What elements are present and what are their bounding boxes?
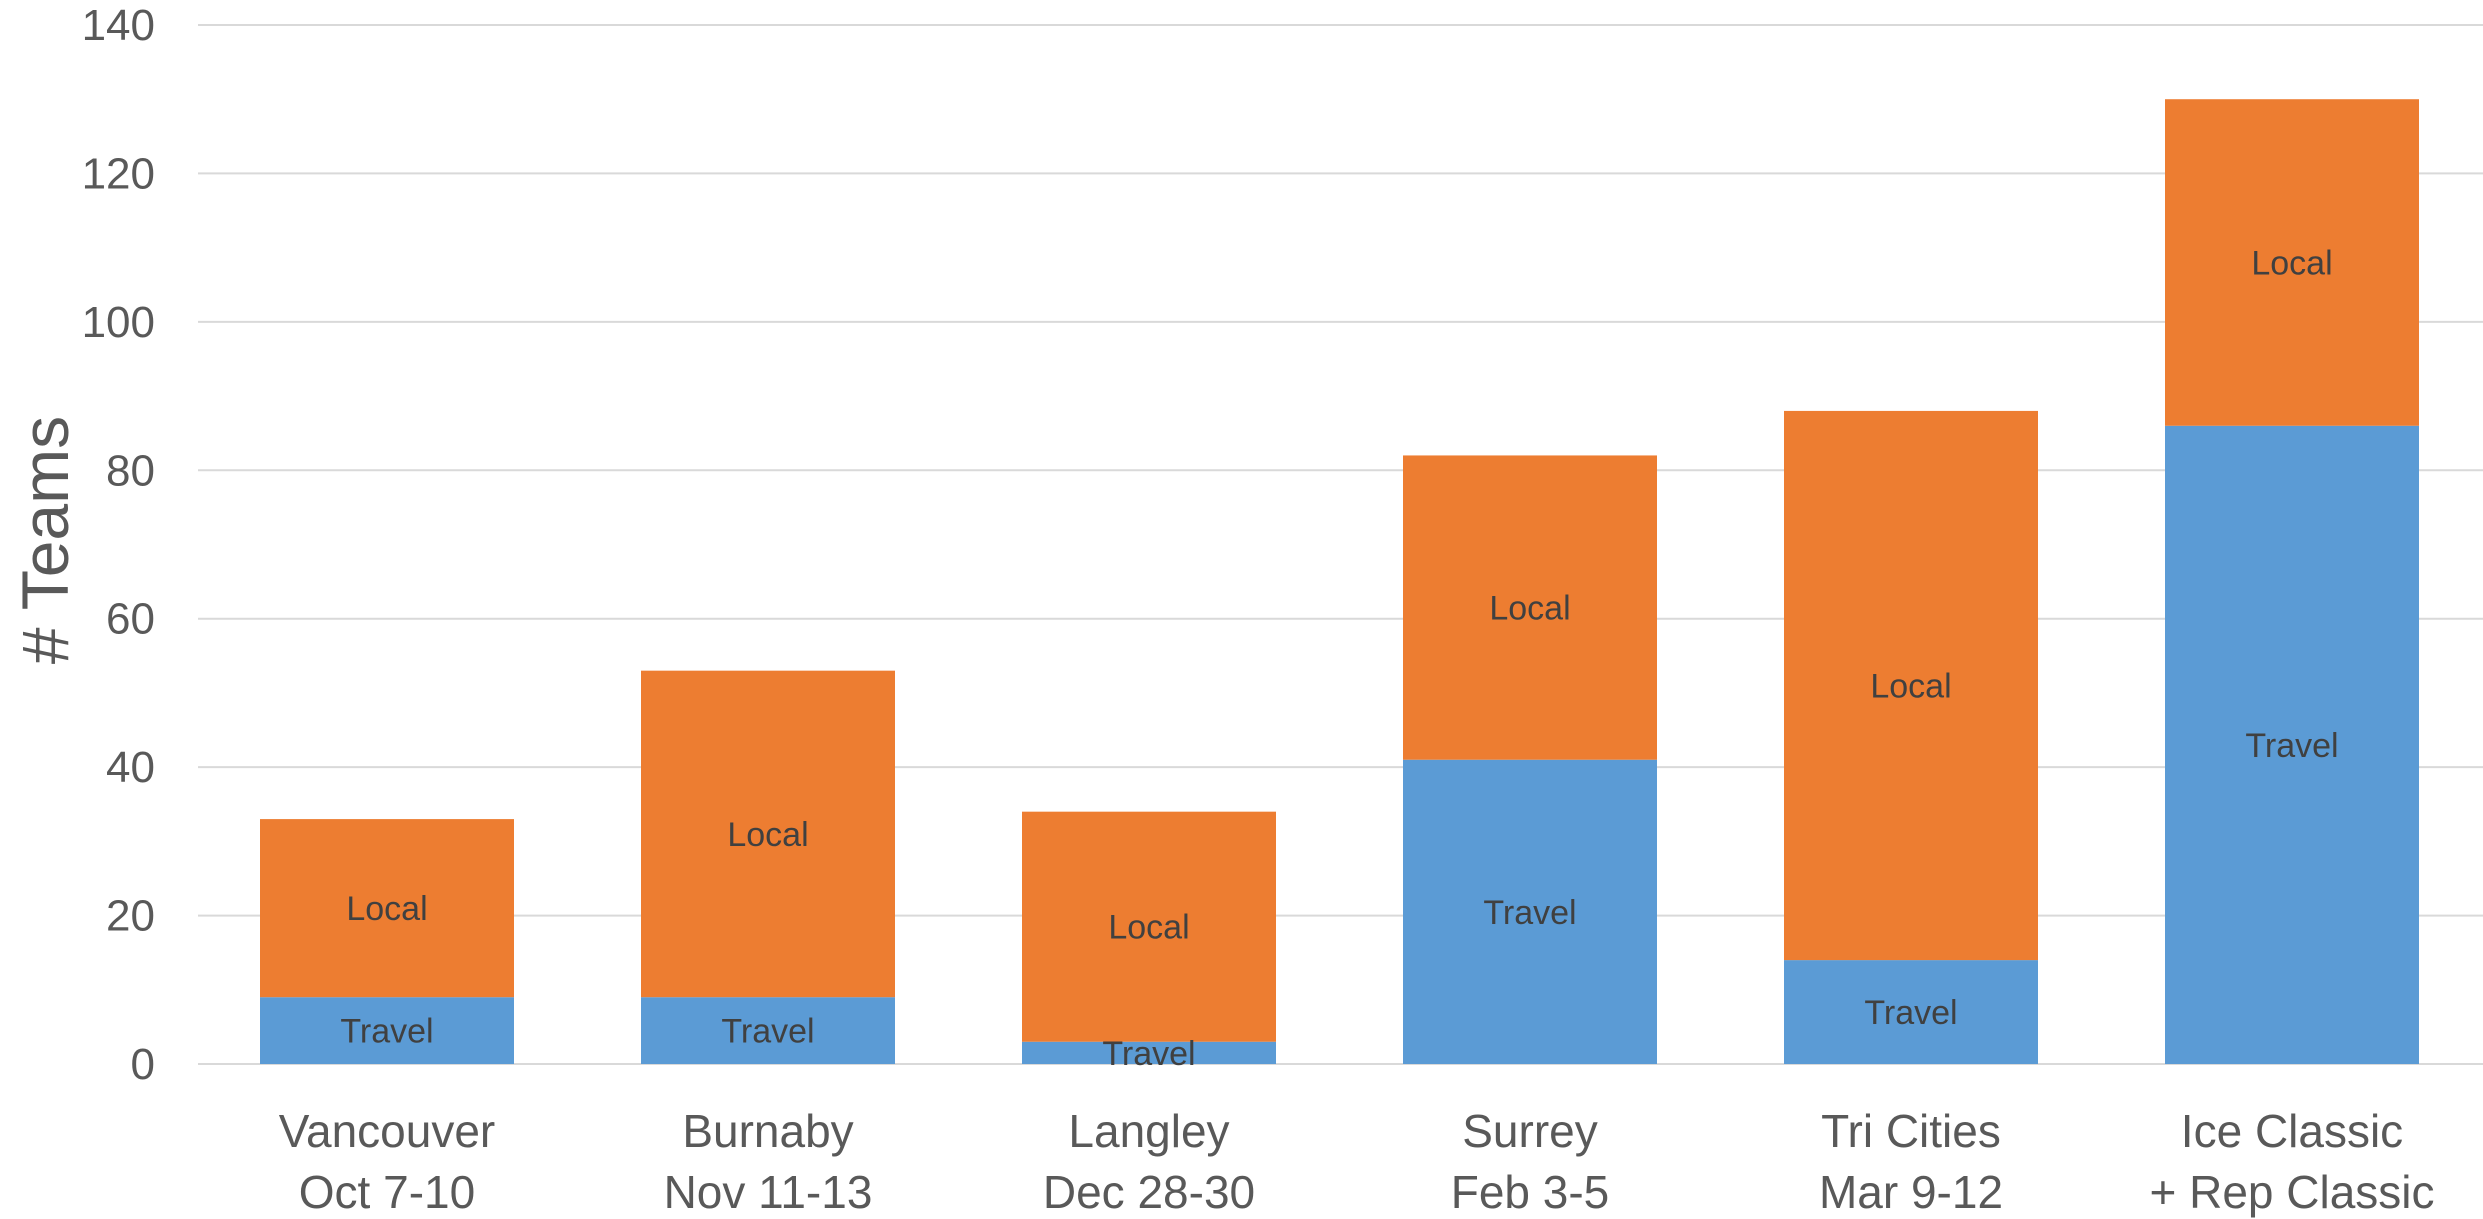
data-label-local: Local [727, 816, 808, 854]
y-axis-title: # Teams [8, 416, 82, 664]
bar-segment-local [1403, 455, 1657, 760]
y-tick-label: 120 [82, 149, 155, 198]
bar-segment-local [641, 670, 895, 998]
bars [260, 99, 2419, 1064]
data-label-local: Local [1108, 909, 1189, 947]
x-category-label: Nov 11-13 [664, 1166, 873, 1218]
y-tick-label: 60 [106, 595, 155, 644]
bar-segment-local [260, 819, 514, 998]
x-axis-categories: Vancouver Oct 7-10 Burnaby Nov 11-13 Langley… [279, 1105, 2435, 1218]
bar-segment-travel [1022, 1041, 1276, 1064]
y-tick-label: 80 [106, 446, 155, 495]
data-labels: Travel Local Travel Local Travel Local Travel L… [340, 244, 2338, 1072]
data-label-local: Local [1489, 590, 1570, 628]
bar-segment-travel [1403, 759, 1657, 1064]
bar-segment-local [2165, 99, 2419, 426]
data-label-travel: Travel [340, 1013, 433, 1051]
data-label-travel: Travel [1102, 1035, 1195, 1073]
x-category-label: Ice Classic [2181, 1105, 2403, 1157]
x-category-label: Burnaby [682, 1105, 853, 1157]
x-category-label: Vancouver [279, 1105, 496, 1157]
x-category-label: Mar 9-12 [1819, 1166, 2003, 1218]
gridlines [198, 24, 2483, 1065]
y-axis-ticks: 0 20 40 60 80 100 120 140 [82, 1, 155, 1089]
data-label-local: Local [346, 890, 427, 928]
x-category-label: Tri Cities [1821, 1105, 2001, 1157]
y-tick-label: 0 [131, 1040, 155, 1089]
y-tick-label: 100 [82, 298, 155, 347]
bar-segment-local [1784, 410, 2038, 961]
bar-segment-local [1022, 811, 1276, 1042]
x-category-label: Dec 28-30 [1043, 1166, 1255, 1218]
x-category-label: Langley [1068, 1105, 1229, 1157]
bar-segment-travel [2165, 425, 2419, 1064]
data-label-travel: Travel [1864, 994, 1957, 1032]
y-tick-label: 40 [106, 743, 155, 792]
y-tick-label: 140 [82, 1, 155, 50]
data-label-travel: Travel [2245, 727, 2338, 765]
x-category-label: Feb 3-5 [1451, 1166, 1610, 1218]
bar-segment-travel [1784, 960, 2038, 1064]
x-category-label: Oct 7-10 [299, 1166, 475, 1218]
data-label-travel: Travel [1483, 894, 1576, 932]
x-category-label: Surrey [1462, 1105, 1597, 1157]
bar-segment-travel [641, 997, 895, 1064]
data-label-local: Local [1870, 668, 1951, 706]
data-label-local: Local [2251, 244, 2332, 282]
y-tick-label: 20 [106, 892, 155, 941]
x-category-label: + Rep Classic [2149, 1166, 2434, 1218]
data-label-travel: Travel [721, 1013, 814, 1051]
bar-segment-travel [260, 997, 514, 1064]
